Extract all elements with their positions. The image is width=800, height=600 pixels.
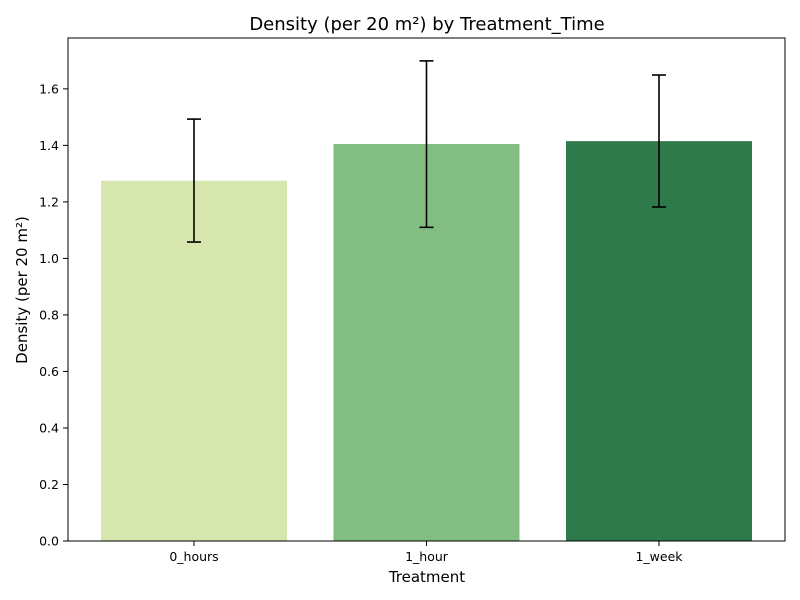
y-tick-label: 0.6	[39, 364, 59, 379]
y-tick-label: 0.2	[39, 477, 59, 492]
x-tick-label: 1_week	[635, 549, 683, 564]
y-tick-label: 1.6	[39, 81, 59, 96]
y-tick-label: 0.0	[39, 534, 59, 549]
x-axis-ticks: 0_hours 1_hour 1_week	[169, 541, 683, 564]
error-bars-group	[187, 60, 666, 243]
y-axis-ticks: 0.0 0.2 0.4 0.6 0.8 1.0 1.2 1.4 1.6	[39, 81, 68, 549]
y-tick-label: 1.2	[39, 194, 59, 209]
chart-title: Density (per 20 m²) by Treatment_Time	[249, 14, 604, 35]
y-axis-label: Density (per 20 m²)	[13, 216, 31, 364]
bar-1_week	[566, 141, 752, 542]
x-axis-label: Treatment	[388, 568, 465, 586]
x-tick-label: 1_hour	[405, 549, 449, 564]
y-tick-label: 1.0	[39, 251, 59, 266]
y-tick-label: 0.4	[39, 420, 59, 435]
y-tick-label: 1.4	[39, 138, 59, 153]
y-tick-label: 0.8	[39, 307, 59, 322]
x-tick-label: 0_hours	[169, 549, 218, 564]
